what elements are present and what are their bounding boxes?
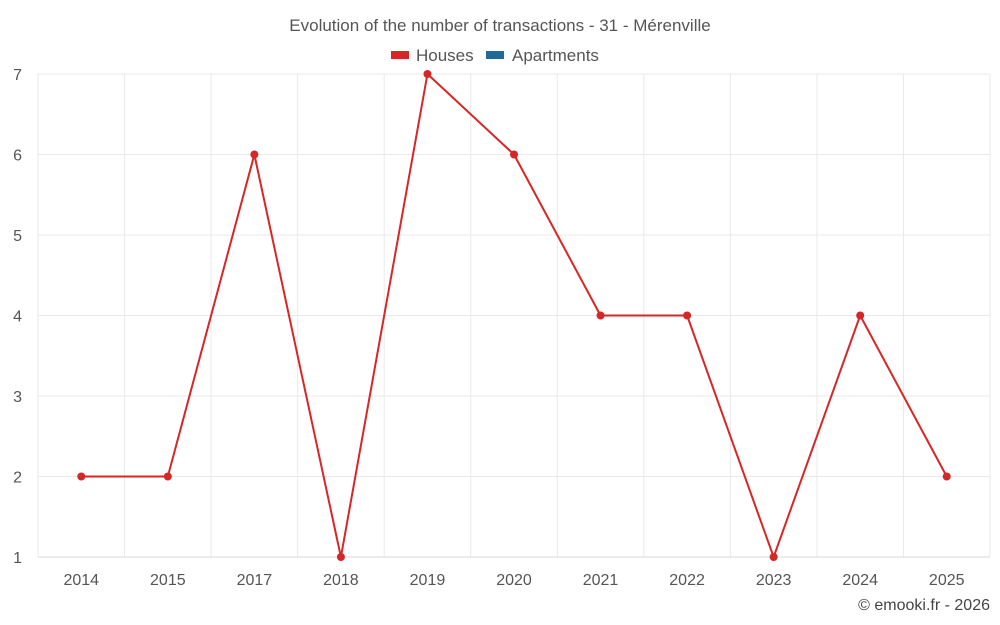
legend-swatch-houses [391,51,409,59]
data-point[interactable] [77,472,86,481]
grid [37,73,991,557]
x-tick-label: 2023 [756,572,792,589]
x-tick-label: 2019 [410,572,446,589]
data-point[interactable] [596,311,605,320]
data-point[interactable] [423,70,432,78]
data-point[interactable] [510,150,518,159]
legend-item-houses[interactable]: Houses [391,46,474,65]
data-point[interactable] [336,553,345,561]
y-tick-label: 5 [13,228,22,245]
data-point[interactable] [683,311,692,320]
x-tick-label: 2017 [237,572,273,589]
legend-label-apartments: Apartments [512,46,599,65]
data-point[interactable] [250,150,259,159]
y-tick-label: 1 [13,550,22,567]
x-tick-label: 2025 [929,572,965,589]
legend: Houses Apartments [391,46,599,65]
x-tick-label: 2015 [150,572,186,589]
chart-title: Evolution of the number of transactions … [289,16,710,35]
x-tick-label: 2020 [496,572,532,589]
legend-swatch-apartments [486,51,504,59]
legend-label-houses: Houses [416,46,474,65]
credit-text: © emooki.fr - 2026 [858,597,990,614]
y-tick-label: 4 [13,309,22,326]
data-point[interactable] [163,472,172,481]
y-tick-label: 6 [13,148,22,165]
legend-item-apartments[interactable]: Apartments [486,46,599,65]
data-points [77,70,951,561]
data-point[interactable] [942,472,951,481]
x-tick-label: 2014 [63,572,99,589]
x-tick-label: 2018 [323,572,359,589]
y-tick-label: 3 [13,389,22,406]
axes: 1 2 3 4 5 6 7 2014 2015 2017 2018 2019 2020 2021 2022 2… [13,67,990,589]
data-point[interactable] [769,553,778,561]
x-tick-label: 2022 [669,572,705,589]
y-tick-label: 7 [13,67,22,84]
data-point[interactable] [856,311,865,320]
y-tick-label: 2 [13,470,22,487]
x-tick-label: 2024 [842,572,878,589]
x-tick-label: 2021 [583,572,619,589]
